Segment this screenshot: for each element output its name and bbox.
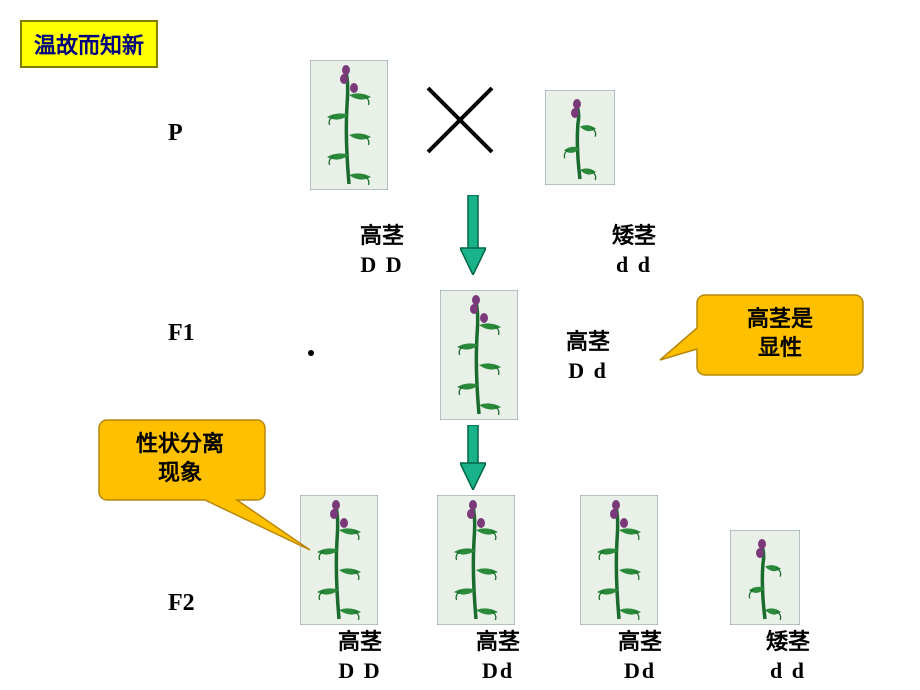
callout-segregation-text-span: 性状分离现象 xyxy=(136,431,224,485)
title-box: 温故而知新 xyxy=(20,20,158,68)
generation-label-F1: F1 xyxy=(168,320,195,347)
phenotype: 高茎 xyxy=(618,629,662,654)
callout-segregation-text: 性状分离现象 xyxy=(115,430,245,487)
plant-F2-4 xyxy=(730,530,800,630)
label-F2-2: 高茎 Dd xyxy=(458,628,538,685)
label-F2-1: 高茎 D D xyxy=(320,628,400,685)
plant-icon xyxy=(437,495,515,625)
bullet-dot xyxy=(308,350,314,356)
genotype: d d xyxy=(770,658,806,683)
title-text: 温故而知新 xyxy=(34,33,144,58)
phenotype: 高茎 xyxy=(338,629,382,654)
generation-label-F2: F2 xyxy=(168,590,195,617)
callout-dominant-text-span: 高茎是显性 xyxy=(747,306,813,360)
label-F2-3: 高茎 Dd xyxy=(600,628,680,685)
phenotype: 矮茎 xyxy=(766,629,810,654)
label-F2-4: 矮茎 d d xyxy=(748,628,828,685)
generation-label-P: P xyxy=(168,120,183,147)
plant-icon xyxy=(580,495,658,625)
genotype: D D xyxy=(360,252,403,277)
plant-icon xyxy=(440,290,518,420)
label-P-tall: 高茎 D D xyxy=(342,222,422,279)
plant-F2-3 xyxy=(580,495,658,630)
phenotype: 矮茎 xyxy=(612,223,656,248)
genotype: Dd xyxy=(482,658,514,683)
phenotype: 高茎 xyxy=(360,223,404,248)
genotype: D d xyxy=(568,358,608,383)
plant-icon xyxy=(545,90,615,185)
genotype: d d xyxy=(616,252,652,277)
phenotype: 高茎 xyxy=(566,329,610,354)
plant-F2-2 xyxy=(437,495,515,630)
plant-icon xyxy=(310,60,388,190)
plant-P-tall xyxy=(310,60,388,195)
cross-symbol xyxy=(420,80,500,160)
genotype: Dd xyxy=(624,658,656,683)
phenotype: 高茎 xyxy=(476,629,520,654)
label-P-short: 矮茎 d d xyxy=(594,222,674,279)
plant-F1 xyxy=(440,290,518,425)
genotype: D D xyxy=(338,658,381,683)
arrow-F1-to-F2 xyxy=(460,425,486,490)
callout-dominant-text: 高茎是显性 xyxy=(720,305,840,362)
plant-P-short xyxy=(545,90,615,190)
arrow-P-to-F1 xyxy=(460,195,486,275)
plant-icon xyxy=(730,530,800,625)
label-F1: 高茎 D d xyxy=(548,328,628,385)
